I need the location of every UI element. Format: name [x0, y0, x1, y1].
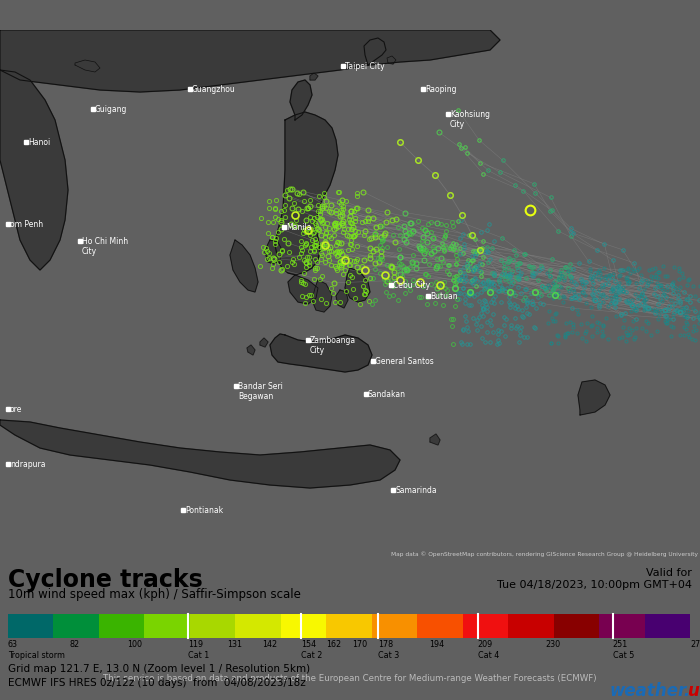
Text: Tropical storm: Tropical storm	[8, 651, 65, 660]
Text: Cat 1: Cat 1	[188, 651, 209, 660]
Text: weather.: weather.	[610, 682, 692, 700]
Text: Zamboanga
City: Zamboanga City	[310, 336, 356, 356]
Text: 251: 251	[612, 640, 628, 649]
Text: 154: 154	[301, 640, 316, 649]
Polygon shape	[430, 434, 440, 445]
Polygon shape	[387, 56, 396, 64]
Bar	[281, 614, 326, 638]
Bar	[599, 614, 645, 638]
Text: Cat 3: Cat 3	[378, 651, 399, 660]
Polygon shape	[578, 380, 610, 415]
Text: Pontianak: Pontianak	[185, 506, 223, 515]
Bar	[463, 614, 508, 638]
Text: Cyclone tracks: Cyclone tracks	[8, 568, 203, 592]
Text: Hanoi: Hanoi	[28, 138, 50, 147]
Bar	[235, 614, 281, 638]
Polygon shape	[260, 338, 268, 347]
Text: ndrapura: ndrapura	[10, 460, 46, 469]
Text: om Penh: om Penh	[10, 220, 43, 229]
Text: 10m wind speed max (kph) / Saffir-Simpson scale: 10m wind speed max (kph) / Saffir-Simpso…	[8, 588, 301, 601]
Text: 162: 162	[326, 640, 342, 649]
Text: Guigang: Guigang	[95, 105, 127, 114]
Text: Guangzhou: Guangzhou	[192, 85, 236, 94]
Text: Manila: Manila	[286, 223, 312, 232]
Text: 82: 82	[69, 640, 79, 649]
Text: Butuan: Butuan	[430, 292, 458, 301]
Text: 275: 275	[690, 640, 700, 649]
Text: ore: ore	[10, 405, 22, 414]
Bar	[99, 614, 144, 638]
Bar	[53, 614, 99, 638]
Bar	[372, 614, 417, 638]
Text: 131: 131	[227, 640, 242, 649]
Polygon shape	[0, 30, 500, 92]
Polygon shape	[247, 345, 255, 355]
Polygon shape	[0, 420, 400, 488]
Text: 194: 194	[429, 640, 444, 649]
Bar	[645, 614, 690, 638]
Text: 209: 209	[477, 640, 493, 649]
Bar	[326, 614, 372, 638]
Text: 63: 63	[8, 640, 18, 649]
Polygon shape	[270, 334, 372, 372]
Text: 100: 100	[127, 640, 142, 649]
Text: 142: 142	[262, 640, 277, 649]
Polygon shape	[288, 275, 318, 304]
Bar	[144, 614, 190, 638]
Polygon shape	[364, 38, 386, 65]
Polygon shape	[275, 112, 338, 275]
Text: Sandakan: Sandakan	[368, 390, 406, 399]
Text: Ho Chi Minh
City: Ho Chi Minh City	[82, 237, 128, 256]
Text: 178: 178	[378, 640, 393, 649]
Text: Tue 04/18/2023, 10:00pm GMT+04: Tue 04/18/2023, 10:00pm GMT+04	[497, 580, 692, 590]
Text: Grid map 121.7 E, 13.0 N (Zoom level 1 / Resolution 5km): Grid map 121.7 E, 13.0 N (Zoom level 1 /…	[8, 664, 310, 674]
Bar	[508, 614, 554, 638]
Polygon shape	[310, 73, 318, 80]
Text: General Santos: General Santos	[375, 357, 434, 366]
Polygon shape	[230, 240, 258, 292]
Text: ECMWF IFS HRES 0z/12z (10 days)  from  04/08/2023/18z: ECMWF IFS HRES 0z/12z (10 days) from 04/…	[8, 678, 306, 688]
Text: Raoping: Raoping	[425, 85, 456, 94]
Polygon shape	[312, 280, 332, 312]
Polygon shape	[0, 70, 68, 270]
Text: us: us	[688, 682, 700, 700]
Polygon shape	[345, 268, 370, 302]
Text: Valid for: Valid for	[646, 568, 692, 578]
Bar	[190, 614, 235, 638]
Text: Bandar Seri
Begawan: Bandar Seri Begawan	[238, 382, 283, 401]
Text: 170: 170	[352, 640, 368, 649]
Text: Map data © OpenStreetMap contributors, rendering GIScience Research Group @ Heid: Map data © OpenStreetMap contributors, r…	[391, 552, 698, 557]
Polygon shape	[75, 60, 100, 72]
Bar	[417, 614, 463, 638]
Bar	[554, 614, 599, 638]
Bar	[8, 614, 53, 638]
Text: Cebu City: Cebu City	[393, 281, 430, 290]
Text: Cat 4: Cat 4	[477, 651, 499, 660]
Polygon shape	[336, 290, 348, 308]
Text: This service is based on data and products of the European Centre for Medium-ran: This service is based on data and produc…	[104, 674, 596, 683]
Text: Kaohsiung
City: Kaohsiung City	[450, 110, 490, 130]
Text: Samarinda: Samarinda	[395, 486, 437, 495]
Text: 119: 119	[188, 640, 203, 649]
Polygon shape	[265, 240, 282, 264]
Polygon shape	[290, 80, 312, 120]
Text: Cat 5: Cat 5	[612, 651, 634, 660]
Text: 230: 230	[545, 640, 561, 649]
Text: Taipei City: Taipei City	[345, 62, 384, 71]
Text: Cat 2: Cat 2	[301, 651, 322, 660]
